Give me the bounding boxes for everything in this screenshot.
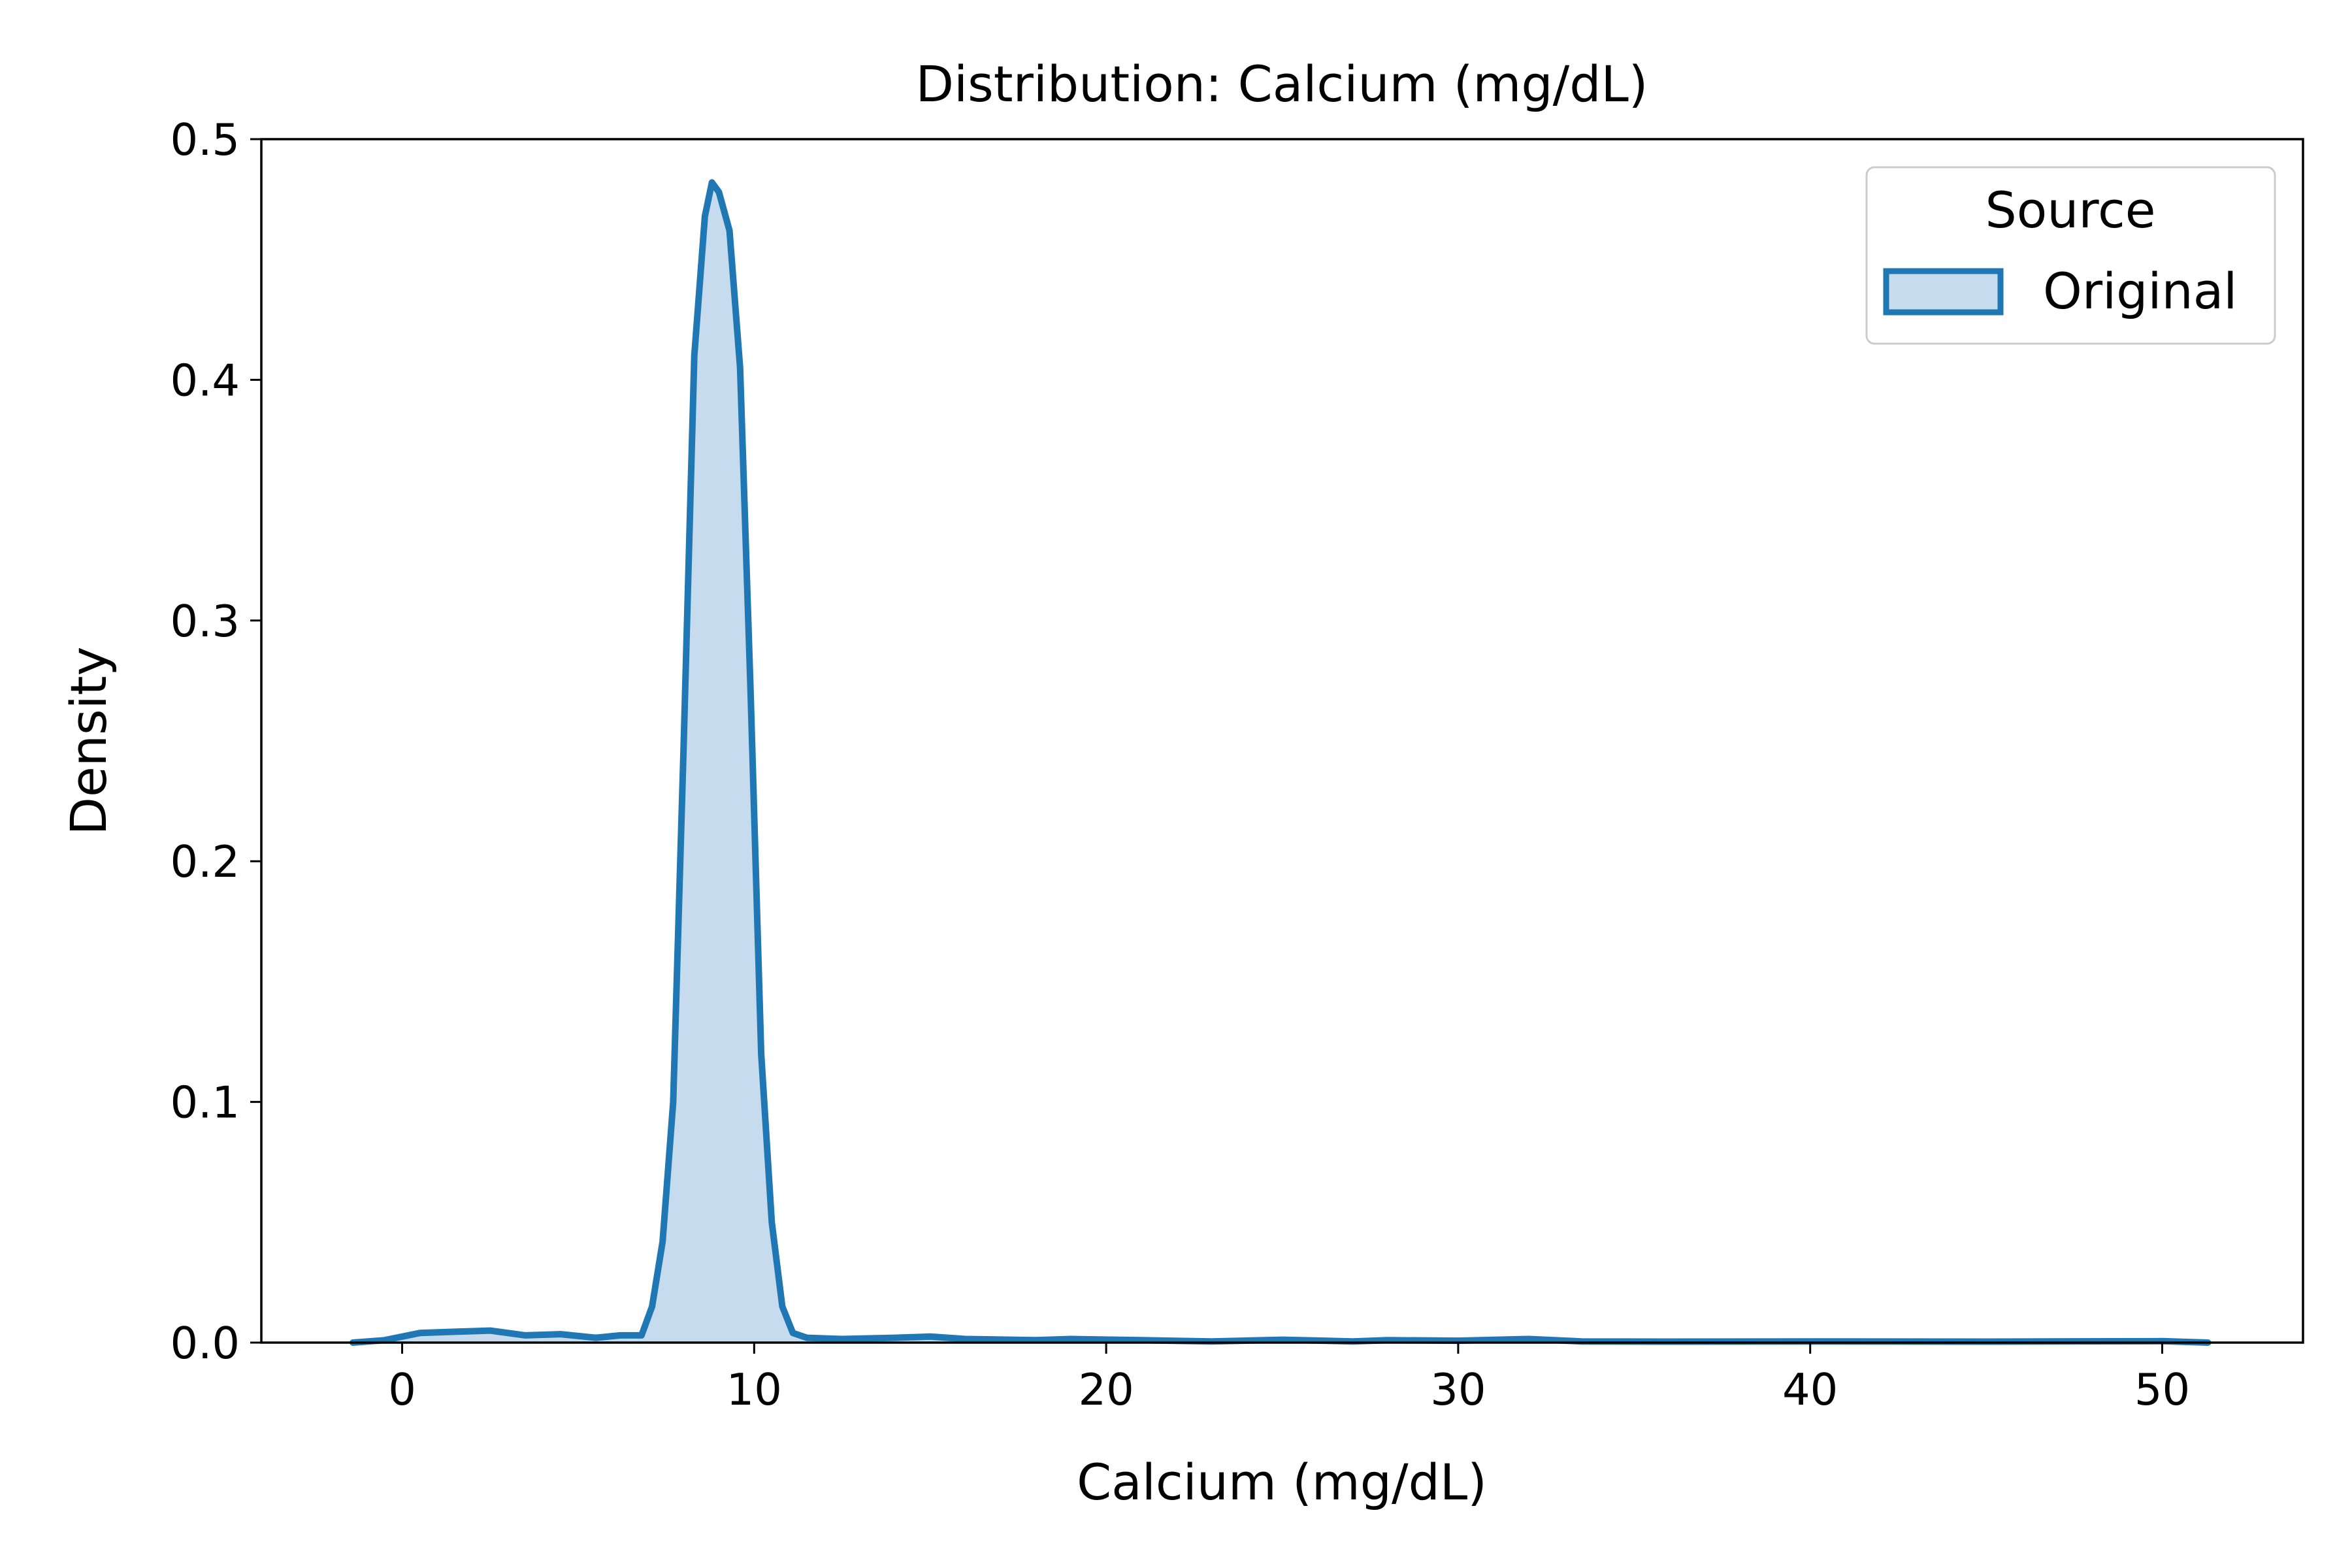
legend-swatch-original: [1883, 268, 2004, 316]
axes-frame: [260, 138, 2304, 1344]
x-tick-label: 20: [1078, 1364, 1134, 1415]
legend-entry-original: Original: [2043, 262, 2237, 320]
x-tick-label: 0: [388, 1364, 416, 1415]
plot-area: [350, 179, 2212, 1346]
y-tick-label: 0.1: [170, 1077, 240, 1128]
x-tick-label: 10: [727, 1364, 782, 1415]
x-tick-label: 50: [2134, 1364, 2190, 1415]
chart-title: Distribution: Calcium (mg/dL): [916, 55, 1648, 113]
density-fill-area: [353, 182, 2208, 1343]
x-axis: 0 10 20 30 40 50: [388, 1343, 2190, 1415]
x-tick-label: 40: [1782, 1364, 1838, 1415]
y-tick-label: 0.5: [170, 114, 240, 165]
y-tick-label: 0.2: [170, 836, 240, 887]
legend-title: Source: [1985, 181, 2155, 239]
x-tick-label: 30: [1430, 1364, 1486, 1415]
y-tick-label: 0.0: [170, 1318, 240, 1369]
y-axis-label: Density: [59, 647, 118, 836]
density-line: [350, 179, 2212, 1346]
x-axis-label: Calcium (mg/dL): [1077, 1453, 1487, 1511]
y-tick-label: 0.4: [170, 355, 240, 406]
y-tick-label: 0.3: [170, 596, 240, 647]
y-axis: 0.0 0.1 0.2 0.3 0.4 0.5: [170, 114, 261, 1369]
legend: Source Original: [1865, 166, 2276, 345]
